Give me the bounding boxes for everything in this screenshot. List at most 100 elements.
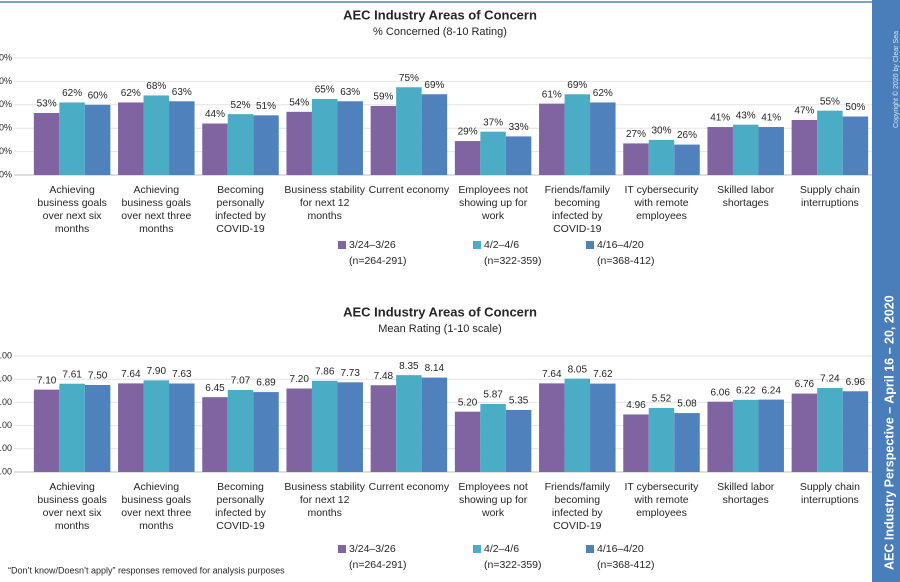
legend-label: 4/16–4/20 (597, 239, 644, 251)
data-label: 63% (340, 87, 360, 98)
chart-title: AEC Industry Areas of Concern (343, 304, 537, 319)
x-tick-label: Skilled labor shortages (717, 481, 775, 506)
bar (590, 102, 616, 175)
bar (202, 123, 228, 175)
data-label: 7.63 (172, 369, 192, 380)
data-label: 43% (736, 110, 756, 121)
data-label: 5.35 (509, 396, 529, 407)
bar (311, 98, 338, 175)
y-tick-label: 60% (0, 99, 12, 109)
bar (143, 380, 170, 472)
y-tick-label: 8.00 (0, 374, 12, 384)
data-label: 7.64 (542, 369, 562, 380)
legend-label: 3/24–3/26 (349, 239, 396, 251)
x-tick-label: IT cybersecurity with remote employees (624, 481, 699, 519)
data-label: 37% (483, 117, 503, 128)
x-tick-label: Business stability for next 12 months (284, 481, 365, 519)
legend-label: 4/16–4/20 (597, 543, 644, 555)
footnote: “Don’t know/Doesn’t apply” responses rem… (8, 565, 285, 575)
data-label: 4.96 (626, 400, 646, 411)
bar (791, 120, 818, 175)
bar (421, 94, 448, 175)
data-label: 41% (710, 113, 730, 124)
data-label: 30% (651, 126, 671, 137)
bar (758, 127, 784, 175)
x-tick-label: Achieving business goals over next three… (121, 184, 192, 235)
data-label: 7.10 (37, 375, 57, 386)
data-label: 7.61 (62, 369, 82, 380)
x-tick-label: Friends/family becoming infected by COVI… (544, 481, 610, 532)
x-tick-label: Supply chain interruptions (799, 481, 860, 506)
data-label: 6.45 (205, 383, 225, 394)
bar (674, 413, 700, 472)
bar (286, 111, 312, 175)
data-label: 61% (542, 89, 562, 100)
bar (118, 383, 144, 472)
data-label: 6.76 (795, 379, 815, 390)
bar (33, 389, 60, 472)
bar (505, 136, 532, 175)
bar (732, 399, 759, 472)
bar (564, 94, 591, 175)
x-tick-label: Business stability for next 12 months (284, 184, 365, 222)
bar (817, 388, 843, 472)
data-label: 5.52 (652, 394, 672, 405)
bar (590, 383, 616, 472)
data-label: 8.14 (425, 363, 445, 374)
sidebar (872, 0, 900, 582)
data-label: 7.20 (289, 374, 309, 385)
data-label: 7.07 (231, 376, 251, 387)
y-tick-label: 10.00 (0, 350, 12, 360)
bar (311, 380, 338, 472)
data-label: 7.86 (315, 366, 335, 377)
legend-sample: (n=368-412) (597, 559, 655, 571)
sidebar-title: AEC Industry Perspective – April 16 – 20… (882, 295, 896, 570)
data-label: 8.05 (568, 364, 588, 375)
y-tick-label: 20% (0, 146, 12, 156)
legend-sample: (n=322-359) (484, 559, 542, 571)
data-label: 63% (172, 87, 192, 98)
bar (480, 403, 506, 472)
legend-label: 3/24–3/26 (349, 543, 396, 555)
bar (337, 382, 363, 472)
bar (227, 389, 254, 472)
x-tick-label: Becoming personally infected by COVID-19 (215, 184, 266, 235)
bar (732, 124, 759, 175)
bar (758, 399, 784, 472)
data-label: 7.62 (593, 369, 613, 380)
bar (564, 378, 591, 472)
bar (143, 95, 170, 175)
bar (648, 407, 675, 472)
data-label: 33% (509, 122, 529, 133)
bar (842, 116, 869, 175)
y-tick-label: 2.00 (0, 443, 12, 453)
bar (791, 393, 818, 472)
legend-swatch (338, 545, 346, 553)
y-tick-label: 40% (0, 123, 12, 133)
legend-swatch (473, 545, 481, 553)
bar (539, 103, 565, 175)
data-label: 59% (373, 92, 393, 103)
data-label: 62% (62, 88, 82, 99)
bar (396, 87, 422, 175)
data-label: 7.73 (340, 368, 360, 379)
bar (817, 110, 843, 175)
x-tick-label: Friends/family becoming infected by COVI… (544, 184, 610, 235)
chart-title: AEC Industry Areas of Concern (343, 7, 537, 22)
bar (169, 101, 195, 175)
bar (59, 102, 85, 175)
x-tick-label: Current economy (368, 184, 450, 196)
bar (505, 409, 532, 472)
bar (454, 411, 481, 472)
x-tick-label: Achieving business goals over next three… (121, 481, 192, 532)
legend-sample: (n=322-359) (484, 255, 542, 267)
bar (337, 101, 363, 175)
legend-sample: (n=368-412) (597, 255, 655, 267)
data-label: 53% (37, 99, 57, 110)
data-label: 52% (230, 100, 250, 111)
data-label: 50% (845, 102, 865, 113)
data-label: 54% (289, 97, 309, 108)
data-label: 65% (315, 85, 335, 96)
